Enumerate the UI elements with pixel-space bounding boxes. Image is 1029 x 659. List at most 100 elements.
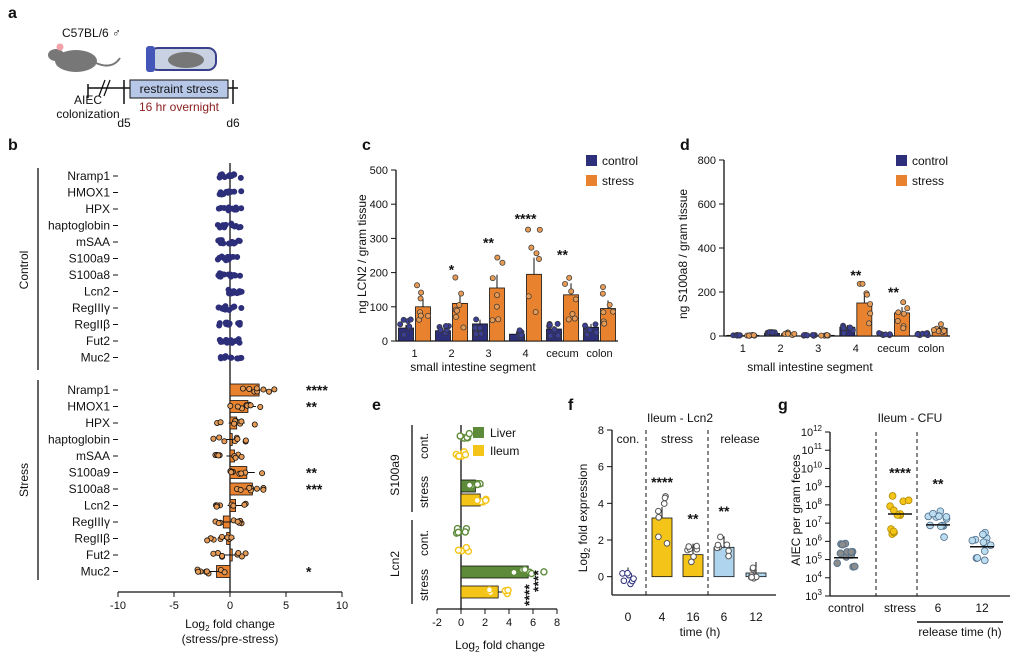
panel-d-chart: 0 200 400 600 800 1 2 3 4 ** cecum ** colon (698, 155, 950, 355)
gene-label-control: Muc2 (81, 351, 111, 365)
pd-point (750, 332, 757, 339)
panel-e-point (473, 496, 481, 505)
control-point (216, 237, 223, 244)
control-point (221, 204, 228, 211)
pc-category-label: 1 (411, 348, 417, 360)
gene-label-stress: Nramp1 (67, 383, 110, 397)
stress-point (257, 403, 264, 410)
pc-point (610, 308, 616, 315)
panel-f-point (630, 575, 637, 582)
pc-point (528, 244, 535, 251)
panel-g-point (980, 547, 989, 555)
pd-point (895, 309, 902, 316)
panel-g-significance-star: ** (933, 475, 944, 491)
pc-point (546, 322, 553, 329)
significance-star: * (306, 564, 312, 580)
panel-g-point (833, 559, 842, 567)
pd-point (809, 331, 816, 338)
panel-g-point (838, 540, 847, 549)
panel-f-category-label: 16 (686, 610, 700, 624)
panel-e-point (481, 496, 490, 505)
pd-point (867, 301, 874, 307)
pc-point (472, 331, 479, 338)
pd-point (900, 299, 907, 306)
panel-c-label: c (362, 137, 371, 154)
pd-y-tick-label: 600 (698, 199, 716, 211)
panel-e-point (461, 450, 470, 459)
panel-e-tick-label: 6 (530, 617, 536, 629)
panel-f-segment-label: con. (617, 432, 640, 446)
gene-label-stress: S100a8 (69, 482, 111, 496)
pc-point (516, 327, 523, 334)
gene-label-stress: RegIIβ (74, 532, 110, 546)
pc-point (417, 295, 424, 302)
panel-f-category-label: 4 (659, 610, 666, 624)
panel-b-tick-label: -10 (110, 600, 126, 612)
colonization-label: colonization (56, 107, 119, 121)
panel-g-category-label: 12 (975, 601, 989, 615)
control-point (227, 354, 234, 361)
stress-point (238, 418, 245, 425)
pd-point (941, 327, 947, 334)
pc-point (493, 303, 500, 310)
pc-y-tick-label: 200 (370, 268, 388, 280)
pc-point (568, 288, 575, 295)
pc-point (495, 316, 502, 323)
panel-g-y-tick-label: 1011 (801, 442, 822, 457)
panel-e-significance-star: **** (521, 584, 537, 606)
stress-point (231, 420, 238, 427)
control-point (217, 338, 224, 345)
pc-point (489, 317, 496, 324)
pc-point (418, 289, 425, 296)
panel-g-significance-star: **** (889, 465, 911, 481)
panel-c-xlabel: small intestine segment (410, 360, 536, 374)
panel-f-point (661, 494, 669, 502)
pc-point (593, 329, 600, 336)
control-point (215, 205, 222, 212)
panel-g-point (929, 509, 937, 518)
stress-point (219, 552, 226, 559)
panel-g-point (850, 562, 859, 571)
pd-significance-star: ** (850, 267, 861, 283)
gene-label-stress: S100a9 (69, 466, 111, 480)
pc-category-label: colon (586, 348, 612, 360)
panel-g-y-tick-label: 107 (805, 515, 822, 530)
pc-point (569, 311, 576, 317)
pd-y-tick-label: 400 (698, 243, 716, 255)
pc-point (414, 282, 420, 289)
panel-e-point (510, 568, 518, 577)
pd-point (818, 332, 825, 339)
gene-label-control: S100a9 (69, 252, 111, 266)
pd-y-tick-label: 200 (698, 287, 716, 299)
control-point (214, 256, 221, 263)
axis-break-icon (98, 79, 106, 97)
mouse-icon (48, 43, 121, 72)
pc-point (586, 327, 593, 334)
pd-point (804, 332, 811, 339)
panel-d-xlabel: small intestine segment (747, 360, 873, 374)
mouse-strain-label: C57BL/6 ♂ (62, 26, 121, 40)
panel-g-y-tick-label: 106 (805, 533, 822, 548)
panel-g-point (888, 492, 897, 500)
stress-point (246, 484, 253, 491)
stress-point (232, 454, 239, 461)
day-end-label: d6 (226, 116, 240, 130)
control-point (238, 305, 245, 312)
panel-g-point (968, 536, 977, 545)
panel-f-y-tick-label: 0 (598, 572, 604, 584)
pc-point (499, 259, 506, 266)
s100a9-group-label: S100a9 (388, 454, 402, 496)
pd-category-label: 2 (777, 343, 783, 355)
panel-g-category-label: stress (884, 601, 916, 615)
gene-label-stress: Muc2 (81, 565, 111, 579)
stress-point (218, 533, 225, 540)
pd-point (824, 332, 831, 339)
panel-f-y-tick-label: 6 (598, 462, 604, 474)
legend-swatch-liver (473, 427, 484, 438)
panel-f-point (620, 577, 628, 585)
panel-e-point (473, 480, 482, 489)
pc-y-tick-label: 500 (370, 165, 388, 177)
panel-f-point (685, 543, 693, 550)
panel-g-point (979, 530, 987, 539)
